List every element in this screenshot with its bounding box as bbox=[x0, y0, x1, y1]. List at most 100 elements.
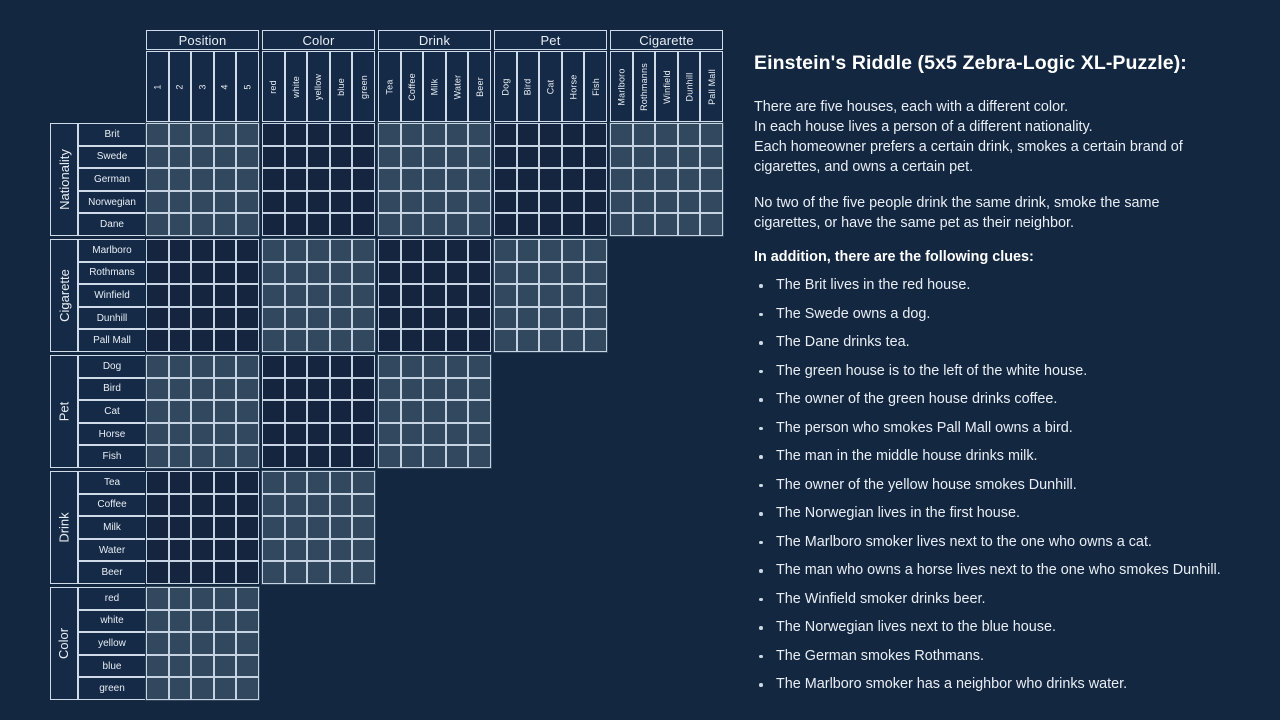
grid-cell[interactable] bbox=[378, 145, 401, 169]
grid-cell[interactable] bbox=[213, 654, 237, 678]
grid-cell[interactable] bbox=[445, 400, 469, 423]
grid-cell[interactable] bbox=[168, 561, 192, 584]
grid-cell[interactable] bbox=[445, 168, 469, 191]
grid-cell[interactable] bbox=[352, 355, 375, 378]
grid-cell[interactable] bbox=[329, 400, 353, 423]
grid-cell[interactable] bbox=[146, 377, 169, 401]
row-header[interactable]: Coffee bbox=[78, 493, 146, 517]
grid-cell[interactable] bbox=[655, 190, 678, 214]
grid-cell[interactable] bbox=[516, 261, 540, 285]
grid-cell[interactable] bbox=[213, 213, 237, 236]
grid-cell[interactable] bbox=[262, 213, 285, 236]
row-header[interactable]: Beer bbox=[78, 561, 146, 584]
grid-cell[interactable] bbox=[146, 493, 169, 517]
grid-cell[interactable] bbox=[329, 471, 353, 494]
row-header[interactable]: Marlboro bbox=[78, 239, 146, 262]
grid-cell[interactable] bbox=[168, 329, 192, 352]
column-header[interactable]: Tea bbox=[378, 51, 401, 122]
grid-cell[interactable] bbox=[700, 145, 723, 169]
grid-cell[interactable] bbox=[700, 190, 723, 214]
grid-cell[interactable] bbox=[400, 168, 424, 191]
grid-cell[interactable] bbox=[494, 239, 517, 262]
grid-cell[interactable] bbox=[494, 168, 517, 191]
grid-cell[interactable] bbox=[516, 284, 540, 307]
grid-cell[interactable] bbox=[262, 355, 285, 378]
grid-cell[interactable] bbox=[329, 538, 353, 562]
grid-cell[interactable] bbox=[468, 306, 491, 330]
grid-cell[interactable] bbox=[236, 377, 259, 401]
grid-cell[interactable] bbox=[423, 377, 446, 401]
grid-cell[interactable] bbox=[445, 422, 469, 446]
grid-cell[interactable] bbox=[378, 190, 401, 214]
grid-cell[interactable] bbox=[468, 261, 491, 285]
grid-cell[interactable] bbox=[262, 261, 285, 285]
grid-cell[interactable] bbox=[516, 239, 540, 262]
grid-cell[interactable] bbox=[655, 168, 678, 191]
grid-cell[interactable] bbox=[539, 190, 562, 214]
grid-cell[interactable] bbox=[584, 190, 607, 214]
grid-cell[interactable] bbox=[236, 538, 259, 562]
grid-cell[interactable] bbox=[284, 213, 308, 236]
grid-cell[interactable] bbox=[329, 561, 353, 584]
grid-cell[interactable] bbox=[146, 422, 169, 446]
grid-cell[interactable] bbox=[352, 306, 375, 330]
grid-cell[interactable] bbox=[284, 190, 308, 214]
grid-cell[interactable] bbox=[262, 422, 285, 446]
grid-cell[interactable] bbox=[213, 239, 237, 262]
row-header[interactable]: Tea bbox=[78, 471, 146, 494]
grid-cell[interactable] bbox=[236, 123, 259, 146]
grid-cell[interactable] bbox=[561, 123, 585, 146]
grid-cell[interactable] bbox=[168, 239, 192, 262]
grid-cell[interactable] bbox=[539, 284, 562, 307]
row-header[interactable]: Pall Mall bbox=[78, 329, 146, 352]
grid-cell[interactable] bbox=[236, 355, 259, 378]
grid-cell[interactable] bbox=[307, 145, 330, 169]
row-header[interactable]: German bbox=[78, 168, 146, 191]
grid-cell[interactable] bbox=[168, 471, 192, 494]
grid-cell[interactable] bbox=[329, 493, 353, 517]
grid-cell[interactable] bbox=[329, 213, 353, 236]
grid-cell[interactable] bbox=[329, 306, 353, 330]
grid-cell[interactable] bbox=[584, 284, 607, 307]
row-header[interactable]: Dane bbox=[78, 213, 146, 236]
grid-cell[interactable] bbox=[191, 377, 214, 401]
grid-cell[interactable] bbox=[378, 355, 401, 378]
grid-cell[interactable] bbox=[146, 145, 169, 169]
grid-cell[interactable] bbox=[307, 471, 330, 494]
grid-cell[interactable] bbox=[213, 377, 237, 401]
grid-cell[interactable] bbox=[352, 239, 375, 262]
grid-cell[interactable] bbox=[191, 493, 214, 517]
grid-cell[interactable] bbox=[378, 123, 401, 146]
grid-cell[interactable] bbox=[445, 239, 469, 262]
grid-cell[interactable] bbox=[494, 306, 517, 330]
grid-cell[interactable] bbox=[213, 145, 237, 169]
grid-cell[interactable] bbox=[700, 123, 723, 146]
grid-cell[interactable] bbox=[307, 516, 330, 539]
grid-cell[interactable] bbox=[168, 677, 192, 700]
grid-cell[interactable] bbox=[329, 123, 353, 146]
grid-cell[interactable] bbox=[168, 516, 192, 539]
grid-cell[interactable] bbox=[146, 306, 169, 330]
grid-cell[interactable] bbox=[329, 168, 353, 191]
grid-cell[interactable] bbox=[445, 329, 469, 352]
grid-cell[interactable] bbox=[168, 377, 192, 401]
grid-cell[interactable] bbox=[445, 377, 469, 401]
grid-cell[interactable] bbox=[213, 538, 237, 562]
grid-cell[interactable] bbox=[307, 493, 330, 517]
grid-cell[interactable] bbox=[236, 261, 259, 285]
grid-cell[interactable] bbox=[284, 284, 308, 307]
grid-cell[interactable] bbox=[307, 123, 330, 146]
grid-cell[interactable] bbox=[168, 654, 192, 678]
grid-cell[interactable] bbox=[561, 213, 585, 236]
grid-cell[interactable] bbox=[400, 145, 424, 169]
grid-cell[interactable] bbox=[378, 239, 401, 262]
grid-cell[interactable] bbox=[584, 329, 607, 352]
grid-cell[interactable] bbox=[236, 654, 259, 678]
grid-cell[interactable] bbox=[236, 493, 259, 517]
grid-cell[interactable] bbox=[329, 284, 353, 307]
grid-cell[interactable] bbox=[213, 400, 237, 423]
grid-cell[interactable] bbox=[191, 306, 214, 330]
grid-cell[interactable] bbox=[307, 538, 330, 562]
grid-cell[interactable] bbox=[584, 123, 607, 146]
row-header[interactable]: Rothmans bbox=[78, 261, 146, 285]
